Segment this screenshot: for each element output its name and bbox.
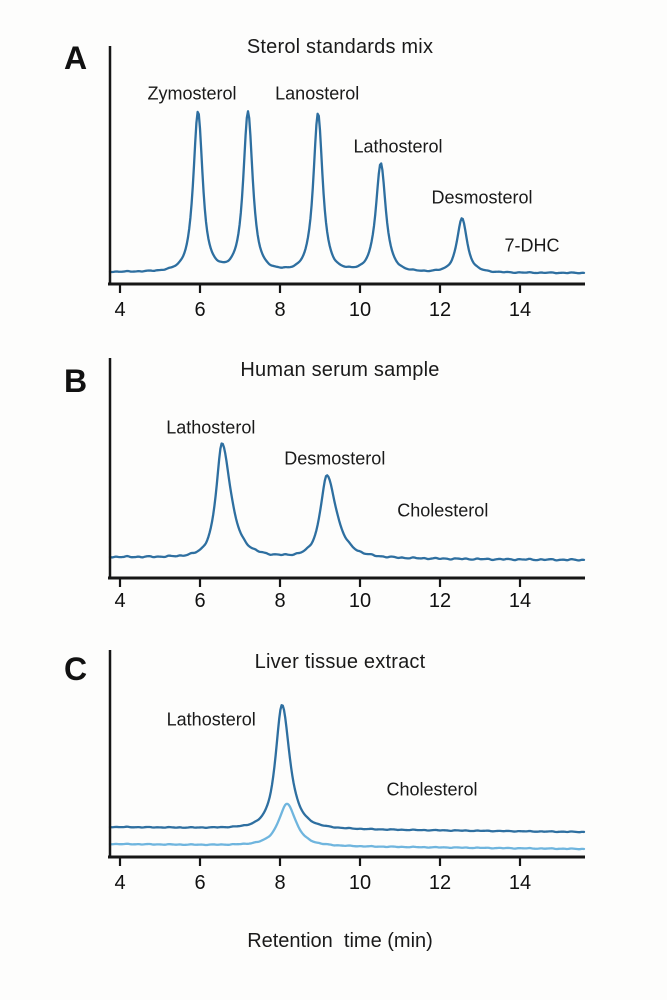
x-tick-label: 14	[509, 872, 531, 894]
panel-c-title: Liver tissue extract	[254, 651, 426, 673]
x-tick-label: 4	[114, 872, 125, 894]
panel-b-letter: B	[64, 363, 88, 399]
trace-sterol-standards-trace	[108, 110, 586, 275]
panel-b: 4 6 8 10 12 14 Lathosterol Desmosterol Cholester…	[0, 335, 667, 630]
trace-serum-trace	[108, 442, 586, 562]
trace-liver-main-trace-dark	[108, 704, 586, 834]
peak-label-lathosterol: Lathosterol	[166, 418, 255, 438]
x-tick-label: 4	[114, 299, 125, 321]
x-tick-label: 12	[429, 872, 451, 894]
peak-label-desmosterol: Desmosterol	[284, 449, 385, 469]
x-tick-label: 14	[509, 590, 531, 612]
panel-a-title: Sterol standards mix	[246, 36, 434, 58]
peak-label-lanosterol: Lanosterol	[275, 84, 359, 104]
x-tick-label: 8	[274, 299, 285, 321]
x-tick-label: 10	[349, 590, 371, 612]
peak-label-zymosterol: Zymosterol	[147, 84, 236, 104]
peak-label-lathosterol: Lathosterol	[353, 137, 442, 157]
x-axis-label: Retention time (min)	[247, 930, 433, 952]
peak-label-cholesterol: Cholesterol	[386, 780, 477, 800]
x-tick-label: 8	[274, 872, 285, 894]
peak-label-cholesterol: Cholesterol	[397, 501, 488, 521]
x-tick-label: 4	[114, 590, 125, 612]
chromatogram-plot-c: 4 6 8 10 12 14 Lathosterol Cholesterol	[108, 650, 586, 894]
x-tick-label: 10	[349, 872, 371, 894]
x-tick-label: 12	[429, 299, 451, 321]
x-tick-label: 8	[274, 590, 285, 612]
x-tick-label: 12	[429, 590, 451, 612]
panel-c: 4 6 8 10 12 14 Lathosterol Cholesterol C Liver …	[0, 630, 667, 1000]
peak-label-desmosterol: Desmosterol	[431, 188, 532, 208]
x-tick-label: 6	[194, 299, 205, 321]
panel-b-title: Human serum sample	[240, 359, 440, 381]
chromatogram-plot-a: 4 6 8 10 12 14 Zymosterol Lanosterol Lathosterol…	[108, 46, 586, 321]
x-tick-label: 6	[194, 590, 205, 612]
peak-label-lathosterol: Lathosterol	[167, 710, 256, 730]
panel-c-letter: C	[64, 651, 88, 687]
trace-liver-minor-trace-light	[108, 802, 586, 851]
x-tick-label: 10	[349, 299, 371, 321]
chromatogram-plot-b: 4 6 8 10 12 14 Lathosterol Desmosterol Cholester…	[108, 358, 586, 612]
panel-a-letter: A	[64, 40, 88, 76]
x-tick-label: 6	[194, 872, 205, 894]
panel-a: 4 6 8 10 12 14 Zymosterol Lanosterol Lathosterol…	[0, 0, 667, 335]
peak-label-7-dhc: 7-DHC	[504, 236, 559, 256]
x-tick-label: 14	[509, 299, 531, 321]
